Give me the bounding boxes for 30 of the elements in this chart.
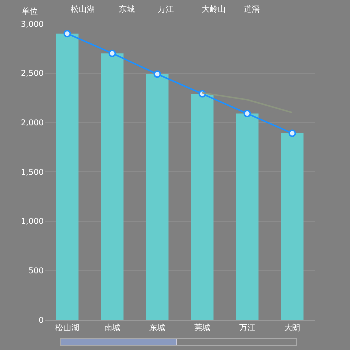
point (288, 130, 296, 138)
x-tick-label: 万江 (240, 324, 256, 333)
y-tick-label: 1,000 (21, 217, 44, 226)
point (64, 30, 72, 38)
y-tick-label: 3,000 (21, 20, 44, 29)
y-tick-label: 1,500 (21, 168, 44, 177)
x-tick-label: 莞城 (194, 324, 210, 333)
bar (236, 114, 259, 320)
x-tick-label: 大朗 (284, 324, 300, 333)
point (154, 70, 162, 78)
x-tick-label: 东城 (150, 324, 166, 333)
y-tick-label: 2,500 (21, 69, 44, 78)
text: 万江 (158, 5, 174, 14)
y-tick-label: 0 (38, 316, 44, 325)
point (108, 50, 116, 58)
point (244, 110, 252, 118)
bar (146, 74, 169, 320)
bar (281, 134, 304, 320)
y-tick-label: 2,000 (21, 118, 44, 128)
x-tick-label: 南城 (104, 324, 120, 333)
text: 大岭山 (202, 5, 226, 14)
text: 松山湖 (71, 5, 95, 14)
bar (56, 34, 79, 320)
y-axis-title: 单位 (22, 7, 38, 16)
bar (101, 54, 124, 320)
x-tick-label: 松山湖 (56, 324, 80, 333)
bar (191, 94, 214, 320)
text: 东城 (119, 5, 135, 14)
y-tick-label: 500 (28, 266, 44, 276)
text: 道滘 (244, 5, 260, 14)
